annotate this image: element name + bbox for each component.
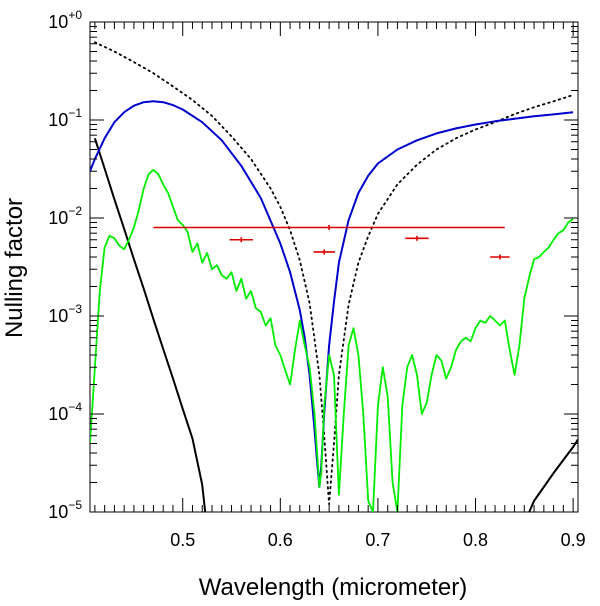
tick-layer: 0.5 0.6 0.7 0.8 0.910+010−110−210−310−410−5 bbox=[48, 8, 585, 550]
series-black-solid-right bbox=[528, 438, 578, 512]
series-black-solid bbox=[93, 137, 207, 512]
y-tick-base: 10 bbox=[48, 306, 68, 326]
y-tick-base: 10 bbox=[48, 502, 68, 522]
y-tick-label: 10+0 bbox=[48, 8, 82, 32]
y-tick-label: 10−5 bbox=[48, 498, 82, 522]
y-tick-label: 10−3 bbox=[48, 302, 82, 326]
plot-frame bbox=[89, 21, 579, 513]
y-tick-base: 10 bbox=[48, 404, 68, 424]
x-tick-label: 0.5 bbox=[170, 530, 195, 550]
series-black-dotted bbox=[94, 41, 574, 506]
y-axis-label: Nulling factor bbox=[1, 198, 28, 338]
x-tick-label: 0.8 bbox=[463, 530, 488, 550]
y-tick-label: 10−2 bbox=[48, 204, 82, 228]
y-tick-exponent: +0 bbox=[68, 8, 82, 22]
y-tick-label: 10−1 bbox=[48, 106, 82, 130]
x-tick-label: 0.7 bbox=[365, 530, 390, 550]
y-tick-exponent: −2 bbox=[68, 204, 82, 218]
y-tick-base: 10 bbox=[48, 208, 68, 228]
x-tick-label: 0.9 bbox=[561, 530, 586, 550]
y-tick-exponent: −3 bbox=[68, 302, 82, 316]
y-tick-exponent: −4 bbox=[68, 400, 82, 414]
y-tick-exponent: −5 bbox=[68, 498, 82, 512]
series-blue bbox=[90, 100, 574, 488]
x-tick-label: 0.6 bbox=[268, 530, 293, 550]
error-bar-layer bbox=[153, 224, 510, 260]
x-axis-label: Wavelength (micrometer) bbox=[199, 574, 468, 601]
axes-frame bbox=[89, 21, 579, 513]
series-layer bbox=[90, 41, 578, 512]
y-tick-label: 10−4 bbox=[48, 400, 82, 424]
y-tick-exponent: −1 bbox=[68, 106, 82, 120]
series-green bbox=[90, 168, 574, 512]
y-tick-base: 10 bbox=[48, 12, 68, 32]
y-tick-base: 10 bbox=[48, 110, 68, 130]
